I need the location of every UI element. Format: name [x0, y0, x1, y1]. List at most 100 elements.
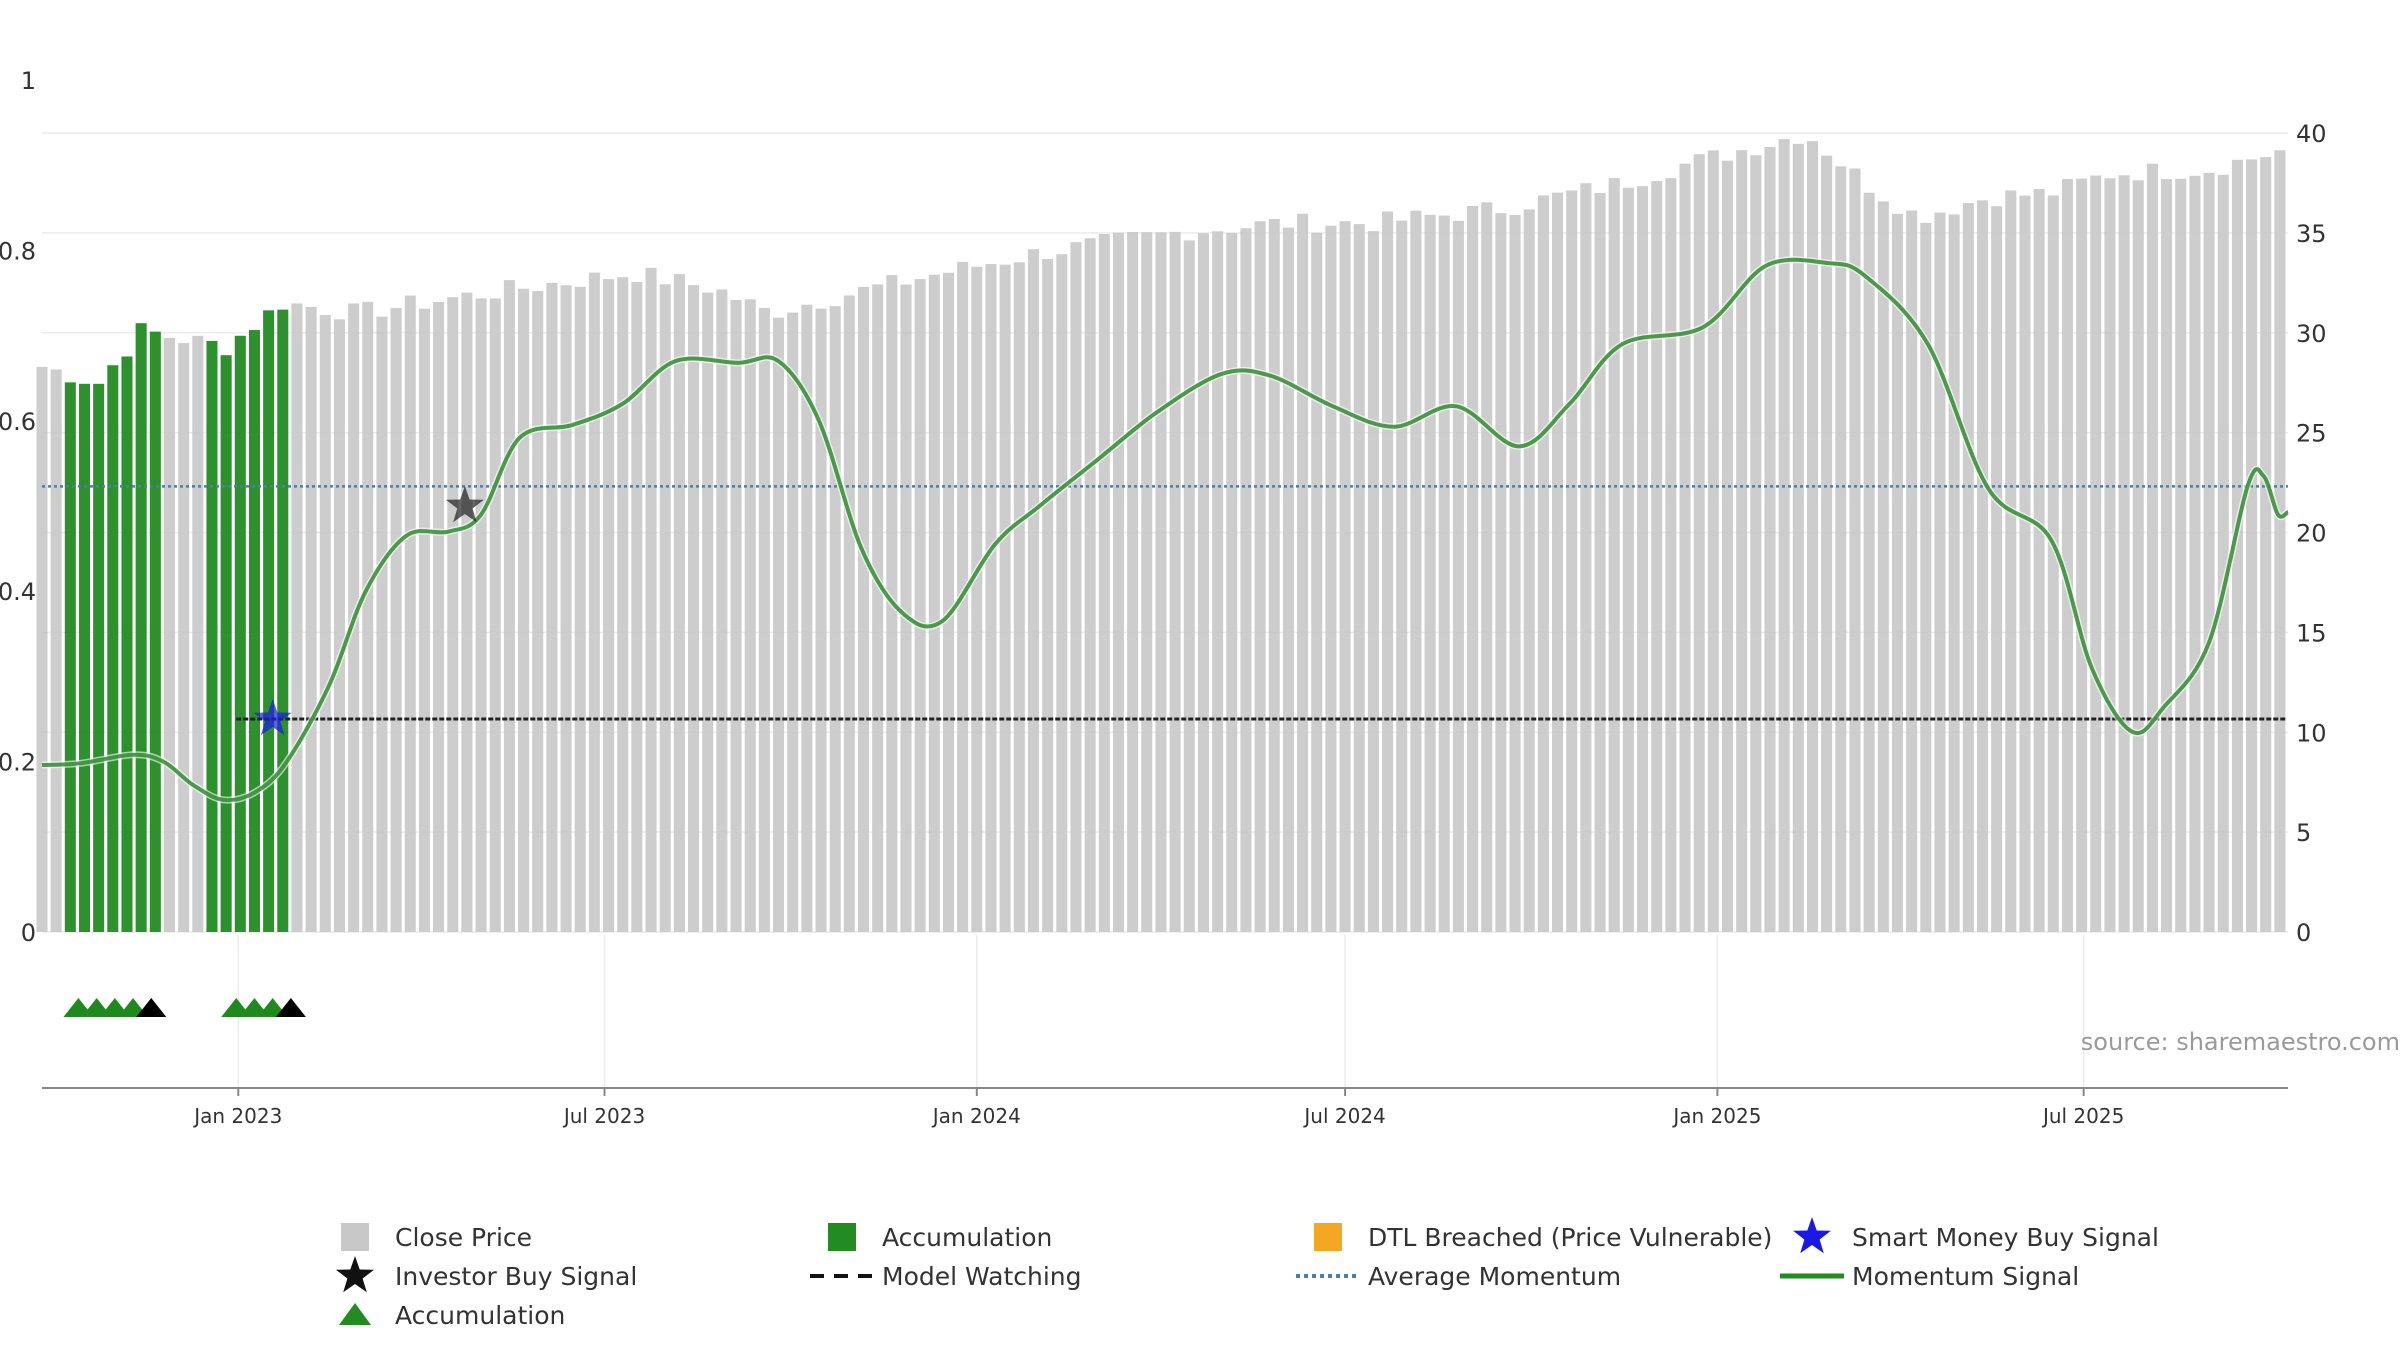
close-price-bar [1112, 232, 1124, 932]
close-price-bar [291, 303, 303, 932]
x-tick-label: Jan 2023 [192, 1104, 282, 1128]
close-price-bar [163, 337, 175, 932]
close-price-bar [773, 317, 785, 933]
close-price-bar [2104, 178, 2116, 932]
legend-label: Smart Money Buy Signal [1852, 1223, 2159, 1252]
y-right-tick-label: 20 [2296, 520, 2327, 548]
close-price-bar [390, 307, 402, 933]
close-price-bar [631, 282, 643, 933]
legend-item: Investor Buy Signal [336, 1256, 637, 1293]
close-price-bar [942, 272, 955, 932]
close-price-bar [546, 282, 558, 933]
close-price-bar [2061, 179, 2073, 933]
accumulation-bar [248, 330, 260, 932]
close-price-bar [1934, 212, 1946, 932]
legend-item: Momentum Signal [1780, 1262, 2079, 1291]
close-price-bar [1707, 150, 1719, 933]
legend-label: DTL Breached (Price Vulnerable) [1368, 1223, 1772, 1252]
close-price-bar [1282, 227, 1294, 932]
close-price-bar [1240, 228, 1252, 932]
source-label: source: sharemaestro.com [2081, 1028, 2400, 1056]
close-price-bar [1382, 211, 1394, 933]
close-price-bar [1396, 220, 1408, 933]
y-right-tick-label: 5 [2296, 819, 2311, 847]
close-price-bar [1637, 186, 1649, 932]
close-price-bar [1467, 205, 1479, 932]
close-price-bar [1226, 232, 1238, 933]
close-price-bar [2189, 175, 2201, 932]
accumulation-triangle-marker [275, 998, 306, 1017]
close-price-bar [1821, 155, 1833, 933]
close-price-bar [801, 304, 813, 932]
accumulation-bar [64, 382, 76, 932]
legend-label: Average Momentum [1368, 1262, 1621, 1291]
close-price-bar [716, 289, 728, 932]
close-price-bar [1693, 154, 1705, 933]
legend-item: Close Price [341, 1223, 532, 1252]
close-price-bar [1141, 232, 1153, 933]
close-price-bar [461, 292, 473, 933]
close-price-bar [1523, 209, 1535, 932]
close-price-bar [2274, 150, 2286, 932]
close-price-bar [1877, 201, 1889, 932]
close-price-bar [1042, 259, 1054, 932]
close-price-bar [1778, 139, 1790, 933]
x-tick-label: Jul 2023 [562, 1104, 645, 1128]
x-tick-label: Jan 2024 [931, 1104, 1021, 1128]
accumulation-bar [121, 356, 133, 932]
close-price-bar [857, 286, 870, 933]
close-price-bar [617, 277, 629, 932]
close-price-bar [1495, 213, 1507, 932]
y-right-tick-label: 0 [2296, 919, 2311, 947]
momentum-signal-line [41, 257, 2290, 803]
close-price-bar [1070, 242, 1082, 932]
close-price-bar [1325, 225, 1337, 933]
close-price-bar [928, 274, 940, 933]
legend-square-icon [828, 1223, 856, 1251]
close-price-bar [999, 264, 1011, 933]
close-price-bar [1665, 178, 1677, 932]
close-price-bar [178, 343, 190, 932]
accumulation-bar [78, 383, 91, 933]
close-price-bar [1410, 210, 1422, 933]
legend-item: Smart Money Buy Signal [1793, 1217, 2159, 1254]
y-right-tick-label: 30 [2296, 320, 2327, 348]
close-price-bar [1608, 178, 1620, 932]
close-price-bar [1212, 231, 1224, 932]
y-left-tick-label: 1 [21, 67, 36, 95]
legend-triangle-icon [339, 1303, 371, 1325]
close-price-bar [1736, 150, 1748, 933]
close-price-bar [2019, 195, 2031, 932]
close-price-bar [1098, 233, 1110, 932]
accumulation-bar [220, 355, 232, 932]
close-price-bar [574, 286, 586, 933]
close-price-bar [518, 288, 530, 932]
close-price-bar [2260, 157, 2272, 933]
close-price-bar [475, 298, 487, 933]
close-price-bar [1297, 213, 1309, 933]
close-price-bar [1197, 233, 1209, 933]
close-price-bar [305, 306, 317, 932]
close-price-bar [1920, 222, 1932, 932]
close-price-bar [730, 299, 742, 932]
close-price-bar [1339, 221, 1351, 932]
close-price-bar [1155, 232, 1167, 932]
close-price-bar [914, 279, 926, 932]
close-price-bar [2146, 163, 2158, 932]
close-price-bar [1424, 214, 1436, 932]
x-tick-label: Jan 2025 [1671, 1104, 1761, 1128]
close-price-bar [588, 272, 600, 932]
legend-square-icon [341, 1223, 369, 1251]
close-price-bar [1353, 224, 1365, 932]
close-price-bar [1792, 143, 1804, 932]
legend-item: Model Watching [810, 1262, 1082, 1291]
close-price-bar [1169, 231, 1181, 933]
close-price-bar [872, 284, 884, 932]
close-price-bar [1906, 210, 1918, 932]
y-left-tick-label: 0.6 [0, 408, 36, 436]
close-price-bar [1891, 213, 1904, 933]
close-price-bar [2076, 178, 2088, 932]
close-price-bar [1580, 183, 1592, 933]
y-right-tick-label: 40 [2296, 120, 2327, 148]
